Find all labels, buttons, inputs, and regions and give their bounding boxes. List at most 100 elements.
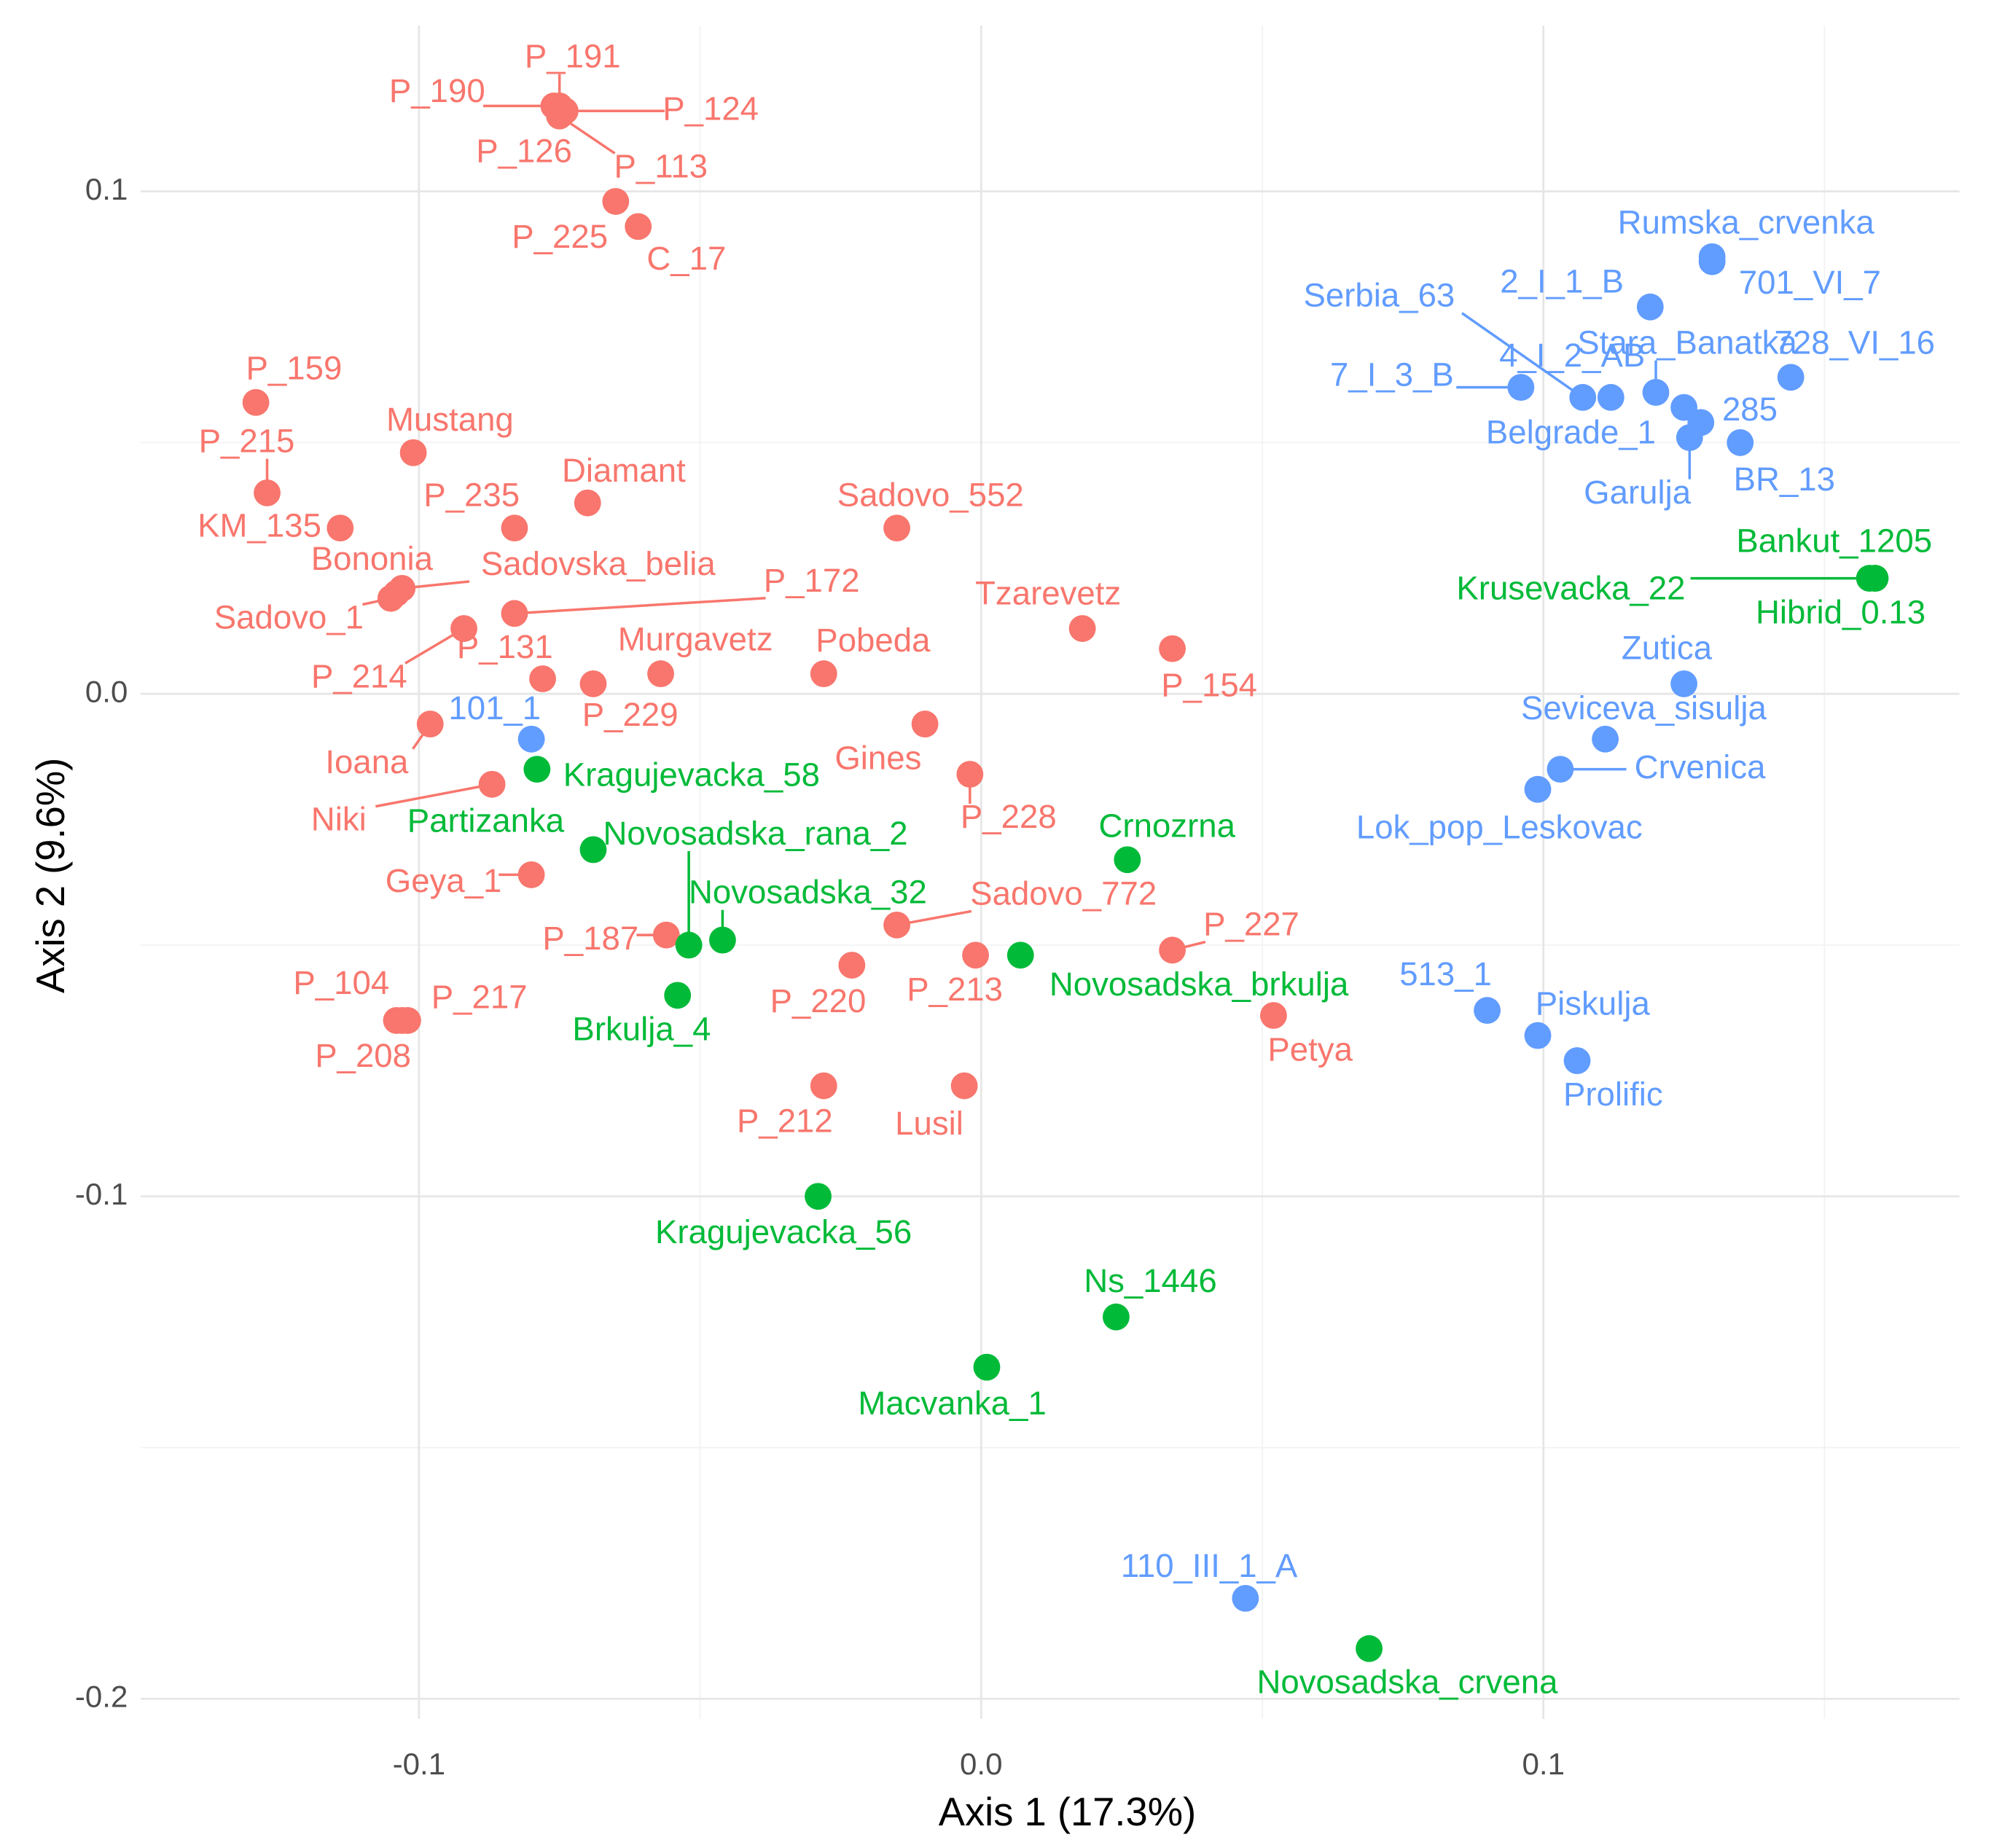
point-label: Sadovo_552 [837, 476, 1024, 513]
point-label: Partizanka [407, 802, 565, 839]
point-label: P_190 [389, 72, 485, 109]
points [242, 92, 1889, 1662]
point-label: Lok_pop_Leskovac [1356, 808, 1643, 845]
point [911, 710, 939, 737]
point-label: Kragujevacka_58 [563, 756, 820, 793]
point-label: Geya_1 [386, 862, 502, 899]
point-label: KM_135 [198, 506, 321, 544]
point-label: P_228 [961, 798, 1057, 835]
point [883, 911, 910, 939]
point-label: P_172 [764, 562, 860, 599]
point [579, 836, 607, 864]
point-label: P_229 [582, 696, 679, 733]
point [883, 514, 910, 542]
point-label: Niki [311, 801, 367, 838]
point [1524, 775, 1552, 803]
point [652, 921, 680, 949]
point [1474, 997, 1501, 1025]
point-label: Crvenica [1635, 748, 1766, 786]
point-label: P_212 [737, 1103, 833, 1140]
point [529, 665, 556, 692]
point-label: P_104 [293, 964, 389, 1001]
point [416, 710, 444, 737]
point-label: P_191 [525, 38, 621, 75]
point [1727, 428, 1754, 456]
point [242, 388, 270, 416]
point-label: P_131 [457, 628, 553, 665]
point [956, 761, 984, 788]
point [501, 600, 528, 627]
x-axis-title: Axis 1 (17.3%) [939, 1790, 1196, 1834]
point [962, 941, 989, 969]
point-label: Sadovo_772 [970, 874, 1157, 912]
point-label: Novosadska_rana_2 [603, 815, 907, 852]
point-label: Sadovo_1 [214, 599, 364, 636]
point [1670, 394, 1698, 421]
point-label: P_126 [476, 133, 572, 170]
point-label: Brkulja_4 [572, 1010, 711, 1047]
point [1507, 374, 1535, 401]
point [708, 926, 736, 954]
point [1260, 1002, 1287, 1029]
point-label: 7_I_3_B [1330, 356, 1454, 393]
leaders [265, 74, 1870, 952]
point-label: P_214 [311, 657, 407, 694]
point-label: Kragujevacka_56 [655, 1213, 912, 1250]
point-label: Prolific [1563, 1076, 1663, 1113]
point-label: Rumska_crvenka [1618, 204, 1875, 241]
point [450, 615, 477, 642]
point-label: Macvanka_1 [858, 1385, 1046, 1422]
point-label: 285 [1722, 391, 1778, 428]
y-tick-label: 0.1 [85, 172, 128, 206]
point-label: Serbia_63 [1303, 277, 1455, 314]
point-label: Stara_Banatka [1577, 324, 1797, 361]
point [1547, 756, 1574, 783]
point-label: 110_III_1_A [1121, 1547, 1298, 1584]
point-label: Crnozrna [1099, 807, 1236, 845]
point-label: Seviceva_sisulja [1521, 689, 1767, 727]
point [664, 982, 692, 1009]
point [1636, 293, 1664, 321]
point [574, 489, 601, 517]
point [1232, 1584, 1259, 1612]
point [327, 514, 354, 542]
leader-line [1461, 312, 1584, 399]
point-label: P_217 [431, 979, 528, 1016]
point [1068, 615, 1096, 642]
point-label: Sadovska_belia [481, 545, 716, 582]
point-label: Mustang [386, 401, 514, 438]
leader-line [375, 783, 493, 808]
point [1569, 383, 1597, 411]
y-axis-title: Axis 2 (9.6%) [28, 758, 73, 993]
point-label: Bankut_1205 [1736, 522, 1932, 559]
point-label: 2_I_1_B [1500, 262, 1624, 299]
point-label: 513_1 [1399, 955, 1492, 992]
point-label: Hibrid_0.13 [1756, 594, 1925, 631]
point [625, 213, 652, 240]
point-label: P_213 [907, 971, 1003, 1008]
x-tick-label: 0.0 [960, 1747, 1003, 1781]
point [1103, 1303, 1130, 1331]
point [810, 660, 837, 688]
point [805, 1183, 832, 1210]
point [1642, 379, 1670, 406]
point [579, 670, 607, 697]
point-label: P_187 [542, 920, 638, 957]
point [1563, 1047, 1591, 1074]
point [810, 1072, 837, 1100]
point-label: Ioana [325, 743, 409, 780]
point [1676, 424, 1703, 451]
point [1597, 383, 1624, 411]
point [1592, 725, 1619, 753]
point [1698, 248, 1726, 275]
point [1114, 846, 1141, 874]
point-label: Lusil [895, 1105, 963, 1142]
point-label: C_17 [646, 240, 726, 277]
point-label: Ns_1446 [1084, 1262, 1216, 1299]
point-label: Murgavetz [618, 620, 773, 657]
y-tick-label: -0.2 [75, 1679, 128, 1713]
point-label: Petya [1267, 1030, 1353, 1068]
point [602, 188, 630, 215]
